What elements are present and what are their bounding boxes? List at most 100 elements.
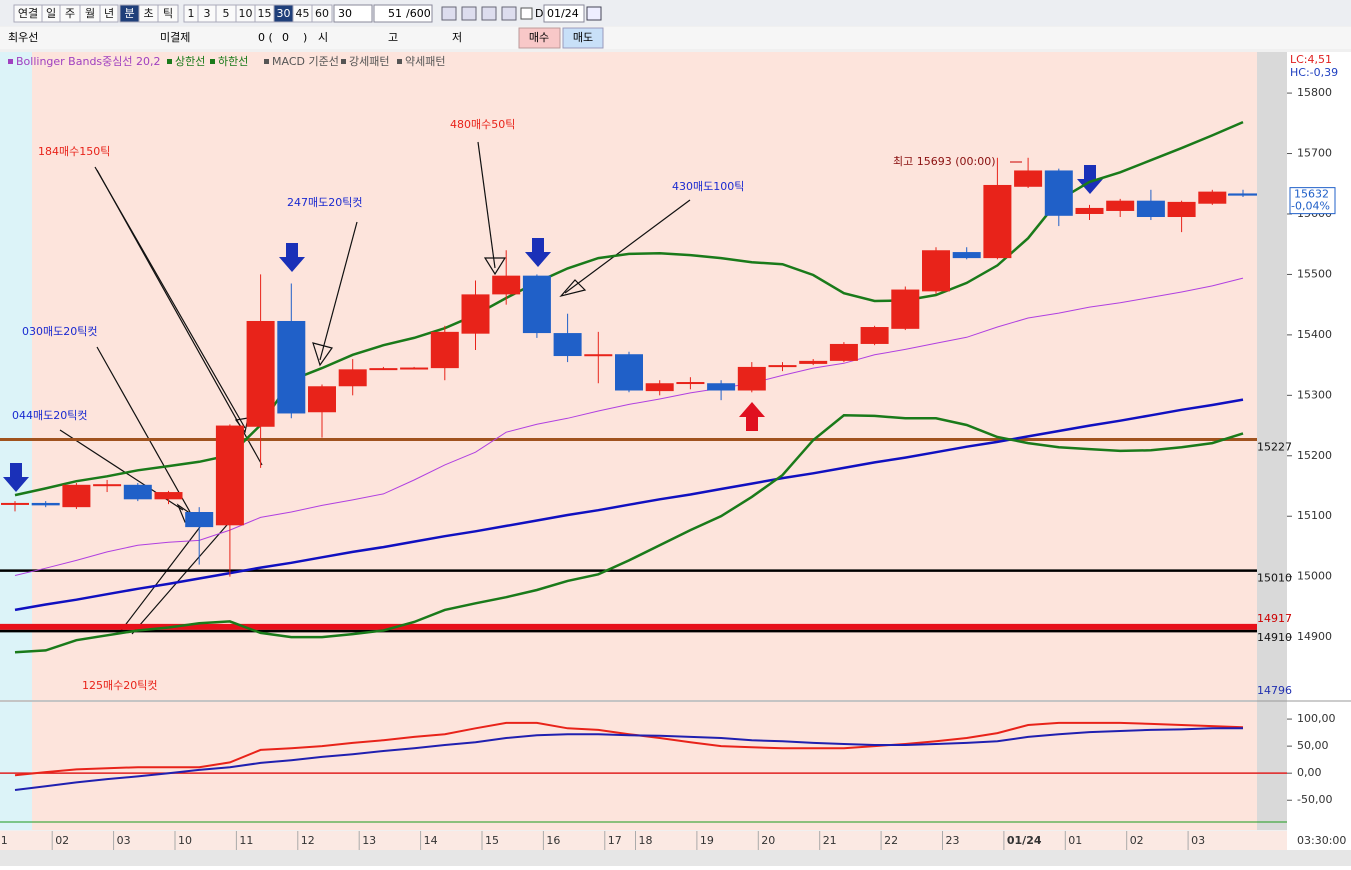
candle-body xyxy=(860,327,889,344)
candle-body xyxy=(1,502,29,505)
annotation: 480매수50틱 xyxy=(450,118,515,131)
period-label[interactable]: 틱 xyxy=(163,7,173,20)
interval-label[interactable]: 15 xyxy=(258,7,272,20)
buy-button[interactable] xyxy=(518,27,561,49)
candle-body xyxy=(246,320,275,427)
indicator-line xyxy=(14,277,1244,576)
interval-select-value[interactable]: 30 xyxy=(338,7,352,20)
candle-body xyxy=(922,250,950,292)
interval-label[interactable]: 10 xyxy=(239,7,253,20)
candle-body xyxy=(430,331,459,369)
candle-body xyxy=(31,502,60,506)
candle-body xyxy=(1075,207,1104,214)
checkbox-label: D xyxy=(535,7,543,20)
y-tick-label: 50,00 xyxy=(1297,739,1329,752)
tool-icon[interactable] xyxy=(481,6,497,21)
period-label[interactable]: 연결 xyxy=(18,7,38,20)
legend-swatch xyxy=(264,59,269,64)
annotation-pointers xyxy=(59,141,691,635)
annotation: 030매도20틱컷 xyxy=(22,325,97,338)
candle-body xyxy=(215,425,244,526)
x-tick-label: 01 xyxy=(1068,834,1082,847)
candle-body xyxy=(522,275,551,334)
interval-label[interactable]: 45 xyxy=(296,7,310,20)
period-label[interactable]: 일 xyxy=(46,6,56,20)
tool-icon[interactable] xyxy=(461,6,477,21)
candle-body xyxy=(676,382,705,385)
pointer xyxy=(96,169,263,466)
sell-button[interactable] xyxy=(562,27,604,49)
hc-label: HC:-0,39 xyxy=(1290,66,1338,79)
price-level-label: 14910 xyxy=(1257,631,1292,644)
tool-icon[interactable] xyxy=(441,6,457,21)
interval-button[interactable] xyxy=(311,4,333,23)
x-tick-label: 23 xyxy=(945,834,959,847)
x-tick-label: 11 xyxy=(239,834,253,847)
left-strip xyxy=(0,702,32,830)
right-margin xyxy=(1257,52,1287,830)
calendar-icon[interactable] xyxy=(586,6,602,21)
quote-label: 고 xyxy=(388,31,398,44)
interval-label[interactable]: 30 xyxy=(277,7,291,20)
date-box[interactable] xyxy=(543,4,585,23)
candle-body xyxy=(277,320,306,414)
candle-body xyxy=(1167,201,1196,218)
interval-select[interactable] xyxy=(333,4,373,23)
count-max: /600 xyxy=(406,7,431,20)
interval-label[interactable]: 60 xyxy=(315,7,329,20)
legend-swatch xyxy=(397,59,402,64)
candle-body xyxy=(891,289,920,329)
period-button[interactable] xyxy=(157,4,179,23)
x-tick-label: 10 xyxy=(178,834,192,847)
period-label[interactable]: 주 xyxy=(65,7,75,20)
last-price: 15632 xyxy=(1294,188,1329,201)
legend-swatch xyxy=(8,59,13,64)
period-label[interactable]: 초 xyxy=(143,7,153,20)
period-label[interactable]: 분 xyxy=(124,7,134,20)
date-value[interactable]: 01/24 xyxy=(547,7,579,20)
x-tick-label: 02 xyxy=(55,834,69,847)
candle-body xyxy=(1136,200,1165,218)
x-tick-label: 19 xyxy=(700,834,714,847)
y-tick-label: 15200 xyxy=(1297,449,1332,462)
x-tick-label: 20 xyxy=(761,834,775,847)
y-tick-label: -50,00 xyxy=(1297,793,1332,806)
candle-body xyxy=(1014,170,1043,187)
legend-label: 강세패턴 xyxy=(349,55,389,68)
quote-label: 0 ( xyxy=(258,31,273,44)
interval-label[interactable]: 5 xyxy=(223,7,230,20)
interval-label[interactable]: 3 xyxy=(204,7,211,20)
x-tick-label: 22 xyxy=(884,834,898,847)
x-tick-label: 03 xyxy=(117,834,131,847)
trend-line xyxy=(14,398,1244,612)
candle-body xyxy=(707,383,736,391)
count-value[interactable]: 51 xyxy=(388,7,402,20)
quote-label: ) xyxy=(303,31,307,44)
period-button[interactable] xyxy=(99,4,119,23)
quote-label: 시 xyxy=(318,31,328,44)
y-tick-label: 15400 xyxy=(1297,328,1332,341)
legend-swatch xyxy=(167,59,172,64)
candle-body xyxy=(584,354,613,357)
count-box[interactable] xyxy=(373,4,433,23)
period-label[interactable]: 월 xyxy=(85,7,95,20)
candle-body xyxy=(369,368,398,371)
sell-label[interactable]: 매도 xyxy=(573,31,593,44)
arrowhead xyxy=(559,279,587,298)
candle-body xyxy=(983,184,1012,259)
quote-label: 저 xyxy=(452,31,462,44)
candle-body xyxy=(62,484,91,508)
interval-label[interactable]: 1 xyxy=(188,7,195,20)
candle-body xyxy=(185,512,214,528)
candle-body xyxy=(1106,200,1135,211)
y-tick-label: 15000 xyxy=(1297,570,1332,583)
candle-body xyxy=(737,366,766,391)
x-tick-label: 13 xyxy=(362,834,376,847)
tool-icon[interactable] xyxy=(501,6,517,21)
buy-label[interactable]: 매수 xyxy=(529,31,549,44)
period-label[interactable]: 년 xyxy=(104,7,114,20)
legend-swatch xyxy=(341,59,346,64)
checkbox[interactable] xyxy=(520,7,533,20)
